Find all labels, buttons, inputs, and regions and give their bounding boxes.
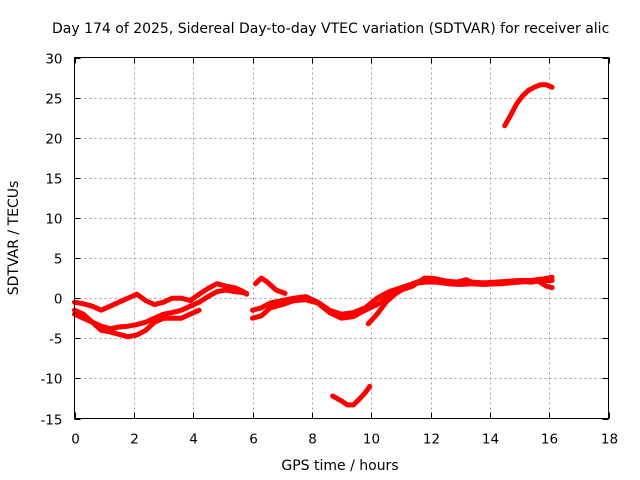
series-line-arc-3	[72, 307, 202, 340]
x-tick-label: 14	[482, 432, 499, 448]
x-tick-label: 12	[423, 432, 440, 448]
series-line-arc-7	[365, 275, 555, 327]
y-axis-label: SDTVAR / TECUs	[6, 181, 22, 296]
y-tick-label: 30	[45, 52, 62, 68]
series-line-arc-6	[253, 275, 288, 296]
grid-layer	[74, 57, 609, 419]
x-tick-label: 6	[249, 432, 258, 448]
y-tick-label: -10	[40, 372, 62, 388]
y-tick-label: 10	[45, 212, 62, 228]
x-tick-label: 0	[71, 432, 80, 448]
x-tick-label: 8	[308, 432, 317, 448]
y-tick-label: 5	[54, 252, 63, 268]
series-line-arc-1	[72, 281, 250, 313]
y-tick-label: -15	[40, 413, 62, 429]
series-line-arc-9	[502, 82, 555, 129]
y-tick-label: 0	[54, 292, 63, 308]
series-line-arc-8	[330, 383, 373, 408]
y-tick-label: -5	[49, 332, 62, 348]
y-tick-label: 15	[45, 172, 62, 188]
plot-frame	[74, 57, 609, 419]
chart-title: Day 174 of 2025, Sidereal Day-to-day VTE…	[52, 21, 609, 37]
x-tick-label: 18	[601, 432, 618, 448]
y-tick-label: 20	[45, 132, 62, 148]
x-tick-label: 10	[363, 432, 380, 448]
x-tick-label: 2	[130, 432, 139, 448]
series-layer	[72, 82, 555, 408]
x-tick-label: 16	[541, 432, 558, 448]
x-tick-label: 4	[189, 432, 198, 448]
x-axis-label: GPS time / hours	[281, 458, 398, 474]
y-tick-label: 25	[45, 92, 62, 108]
series-line-arc-2	[72, 287, 250, 332]
tick-layer: 0 2 4 6 8 10 12 14 16 18 -15 -10 -5 0 5 10 15 20 25 30	[40, 52, 618, 448]
